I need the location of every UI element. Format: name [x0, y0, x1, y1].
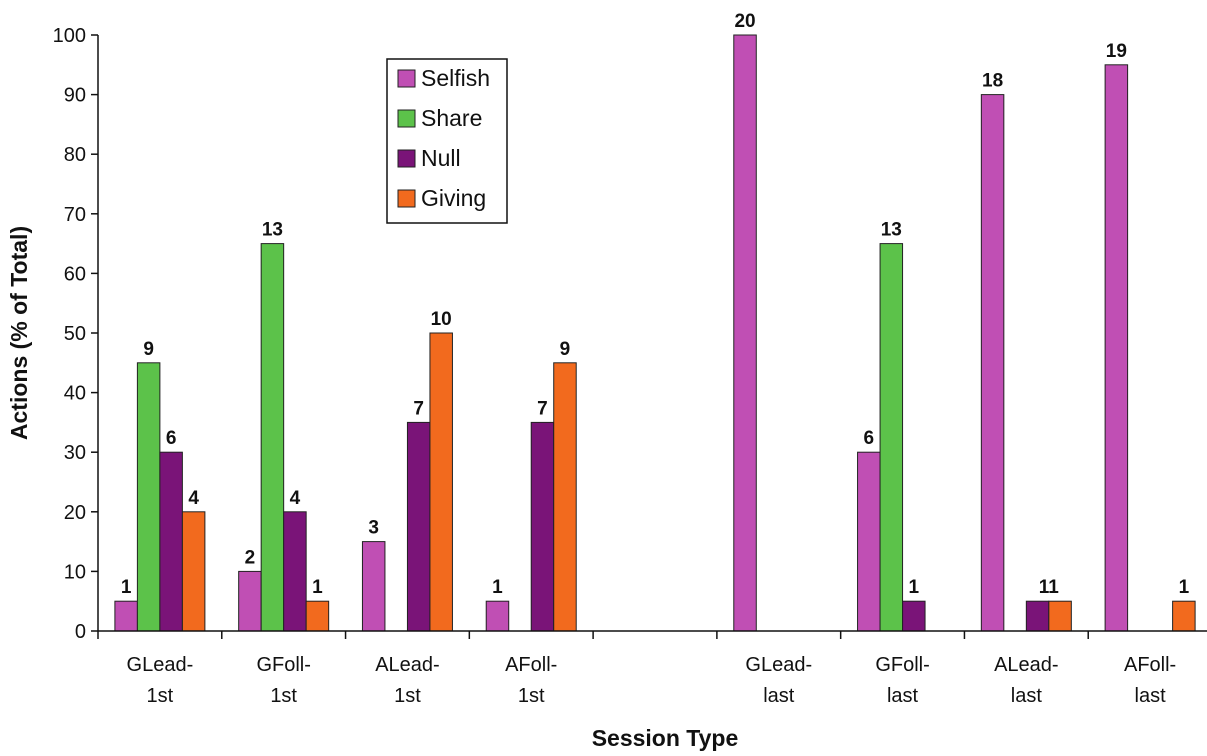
data-label: 2	[245, 547, 256, 568]
y-tick-label: 50	[64, 323, 86, 345]
legend-label-share: Share	[421, 105, 482, 131]
bar-null	[1025, 600, 1050, 632]
y-tick-label: 90	[64, 85, 86, 107]
legend-label-selfish: Selfish	[421, 65, 490, 91]
y-tick-label: 20	[64, 502, 86, 524]
data-label: 1	[312, 577, 323, 598]
bar-null	[530, 421, 555, 632]
bars	[114, 34, 1196, 632]
data-label: 1	[909, 577, 920, 598]
bar-selfish	[857, 451, 881, 632]
legend-swatch-selfish	[397, 69, 416, 88]
bar-giving	[1048, 600, 1072, 632]
bar-giving	[305, 600, 330, 632]
bar-share	[136, 362, 161, 632]
data-label: 7	[413, 398, 424, 419]
x-axis-title: Session Type	[592, 725, 739, 751]
bar-null	[283, 511, 307, 632]
y-tick-label: 30	[64, 442, 86, 464]
bar-share	[260, 243, 285, 632]
bar-selfish	[238, 570, 262, 632]
bar-selfish	[485, 600, 510, 632]
data-label: 20	[734, 11, 755, 32]
bar-giving	[1172, 600, 1196, 632]
y-tick-label: 70	[64, 204, 86, 226]
x-category-label: AFoll-	[1124, 654, 1176, 676]
y-tick-label: 80	[64, 144, 86, 166]
y-tick-label: 0	[75, 621, 86, 643]
x-category-label: GLead-	[127, 654, 194, 676]
x-category-label: 1st	[147, 685, 174, 707]
data-label: 7	[537, 398, 548, 419]
x-category-label: ALead-	[994, 654, 1059, 676]
x-category-label: last	[1011, 685, 1043, 707]
data-label: 4	[290, 488, 301, 509]
y-axis-title: Actions (% of Total)	[6, 226, 32, 440]
x-category-label: 1st	[270, 685, 297, 707]
x-category-label: 1st	[518, 685, 545, 707]
data-label: 1	[121, 577, 132, 598]
x-category-label: 1st	[394, 685, 421, 707]
data-label: 6	[864, 428, 875, 449]
bar-share	[879, 243, 904, 632]
bar-null	[902, 600, 926, 632]
x-category-label: GLead-	[745, 654, 812, 676]
x-category-labels: GLead- 1st GFoll- 1st ALead- 1st AFoll- 1st GLea…	[97, 631, 1176, 707]
data-label: 13	[262, 220, 283, 241]
x-category-label: last	[763, 685, 795, 707]
bar-null	[406, 421, 431, 632]
data-label: 3	[368, 518, 379, 539]
data-label: 19	[1106, 41, 1127, 62]
legend-swatch-null	[397, 149, 416, 168]
data-label: 18	[982, 71, 1003, 92]
legend: Selfish Share Null Giving	[386, 58, 508, 224]
bar-null	[159, 451, 183, 632]
data-label: 6	[166, 428, 177, 449]
x-category-label: last	[1135, 685, 1167, 707]
bar-selfish	[980, 94, 1005, 632]
x-category-label: GFoll-	[256, 654, 310, 676]
bar-giving	[181, 511, 206, 632]
bar-selfish	[1104, 64, 1129, 632]
data-label: 13	[881, 220, 902, 241]
data-label: 10	[431, 309, 452, 330]
bar-selfish	[361, 541, 386, 632]
data-label: 9	[560, 339, 571, 360]
y-tick-label: 10	[64, 561, 86, 583]
bar-selfish	[114, 600, 138, 632]
y-tick-label: 40	[64, 383, 86, 405]
bar-giving	[429, 332, 453, 632]
x-category-label: last	[887, 685, 919, 707]
data-label: 9	[143, 339, 154, 360]
data-label: 1	[1179, 577, 1190, 598]
legend-label-null: Null	[421, 145, 461, 171]
x-category-label: ALead-	[375, 654, 440, 676]
legend-swatch-share	[397, 109, 416, 128]
x-category-label: GFoll-	[875, 654, 929, 676]
bar-giving	[553, 362, 577, 632]
data-label: 1	[492, 577, 503, 598]
data-label: 4	[188, 488, 199, 509]
y-axis-ticks: 0 10 20 30 40 50 60 70 80 90 100	[53, 25, 98, 643]
legend-label-giving: Giving	[421, 185, 486, 211]
x-category-label: AFoll-	[505, 654, 557, 676]
data-label: 11	[1039, 577, 1060, 598]
y-tick-label: 60	[64, 263, 86, 285]
legend-swatch-giving	[397, 189, 416, 208]
bar-selfish	[733, 34, 757, 632]
y-tick-label: 100	[53, 25, 86, 47]
